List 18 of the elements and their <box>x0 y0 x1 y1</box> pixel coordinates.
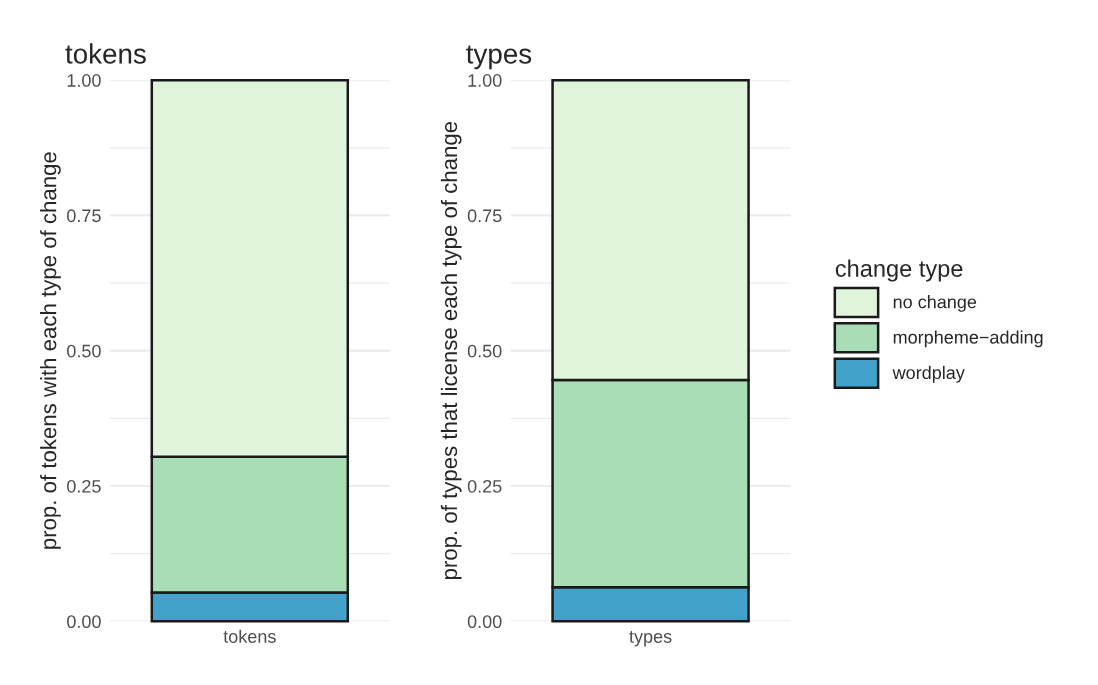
chart-title: types <box>466 45 532 70</box>
y-axis-title: prop. of tokens with each type of change <box>40 152 61 549</box>
y-axis-title: prop. of types that license each type of change <box>440 121 462 580</box>
y-tick-label: 0.00 <box>67 615 101 629</box>
legend-title: change type <box>835 259 963 282</box>
y-tick-label: 0.50 <box>467 344 502 358</box>
y-tick-label: 1.00 <box>67 74 101 87</box>
y-tick-label: 0.75 <box>467 209 502 223</box>
chart-title: tokens <box>65 43 146 64</box>
y-tick-label: 0.25 <box>467 479 502 493</box>
y-tick-label: 0.50 <box>67 344 101 358</box>
legend-label: wordplay <box>892 365 965 383</box>
y-tick-label: 0.75 <box>67 209 101 223</box>
legend-label: no change <box>893 295 977 312</box>
y-tick-label: 0.00 <box>467 615 502 629</box>
y-tick-label: 0.25 <box>67 479 101 493</box>
y-tick-label: 1.00 <box>468 74 502 87</box>
legend-label: morpheme−adding <box>893 330 1043 348</box>
